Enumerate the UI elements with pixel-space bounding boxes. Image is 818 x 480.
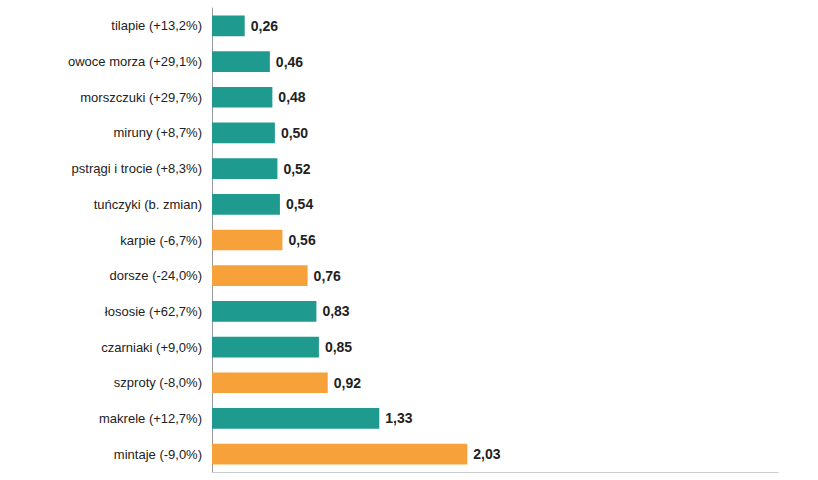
svg-text:makrele (+12,7%): makrele (+12,7%) [99, 411, 202, 426]
svg-text:0,48: 0,48 [278, 89, 305, 105]
svg-text:owoce morza (+29,1%): owoce morza (+29,1%) [68, 54, 202, 69]
svg-text:0,46: 0,46 [276, 54, 303, 70]
svg-text:2,03: 2,03 [473, 446, 500, 462]
svg-text:0,52: 0,52 [283, 161, 310, 177]
svg-text:0,54: 0,54 [286, 196, 313, 212]
svg-text:pstrągi i trocie (+8,3%): pstrągi i trocie (+8,3%) [72, 161, 202, 176]
svg-text:morszczuki (+29,7%): morszczuki (+29,7%) [80, 90, 202, 105]
svg-text:tuńczyki (b. zmian): tuńczyki (b. zmian) [94, 197, 202, 212]
svg-text:0,26: 0,26 [251, 18, 278, 34]
svg-text:0,92: 0,92 [334, 375, 361, 391]
svg-text:mintaje (-9,0%): mintaje (-9,0%) [114, 447, 202, 462]
svg-text:dorsze (-24,0%): dorsze (-24,0%) [110, 268, 202, 283]
svg-text:1,33: 1,33 [385, 410, 412, 426]
svg-text:0,83: 0,83 [322, 303, 349, 319]
svg-text:0,50: 0,50 [281, 125, 308, 141]
svg-text:0,85: 0,85 [325, 339, 352, 355]
svg-text:miruny (+8,7%): miruny (+8,7%) [114, 125, 203, 140]
svg-text:łososie (+62,7%): łososie (+62,7%) [105, 304, 202, 319]
svg-text:czarniaki (+9,0%): czarniaki (+9,0%) [101, 340, 202, 355]
svg-text:0,76: 0,76 [314, 268, 341, 284]
svg-text:karpie (-6,7%): karpie (-6,7%) [120, 233, 202, 248]
svg-text:0,56: 0,56 [288, 232, 315, 248]
svg-text:tilapie (+13,2%): tilapie (+13,2%) [111, 18, 202, 33]
svg-text:szproty (-8,0%): szproty (-8,0%) [114, 375, 202, 390]
